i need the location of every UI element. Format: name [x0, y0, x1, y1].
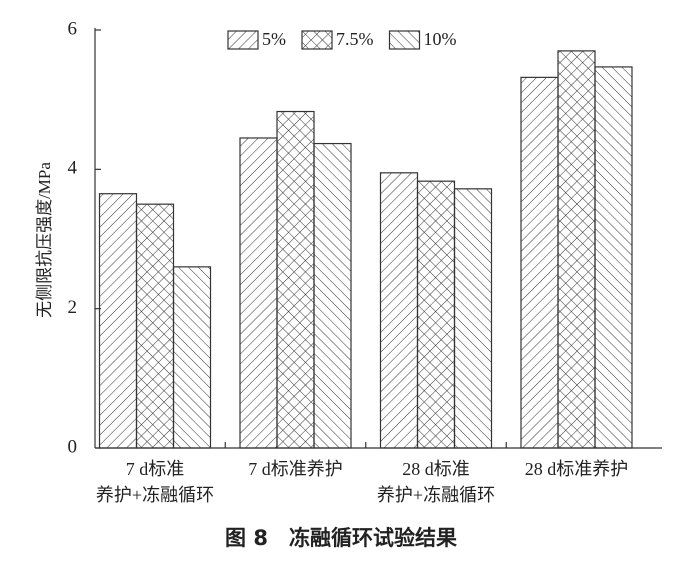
legend-swatch	[301, 30, 333, 50]
bar	[594, 66, 633, 449]
x-tick-label: 7 d标准 养护+冻融循环	[95, 459, 215, 505]
y-tick-label: 0	[68, 436, 78, 457]
bar	[520, 76, 559, 449]
legend-label: 10%	[424, 29, 457, 49]
bar	[239, 137, 278, 449]
bar	[313, 142, 352, 449]
legend-label: 7.5%	[336, 29, 374, 49]
legend-label: 5%	[262, 29, 286, 49]
x-tick-label: 28 d标准 养护+冻融循环	[376, 459, 496, 505]
y-axis-label: 无侧限抗压强度/MPa	[35, 162, 54, 318]
bar	[416, 180, 456, 449]
caption: 图 8 冻融循环试验结果	[225, 526, 457, 550]
y-tick-label: 4	[68, 158, 78, 179]
bar	[172, 266, 212, 449]
legend-swatch	[227, 30, 259, 50]
bar	[135, 203, 175, 449]
x-tick-label: 28 d标准养护	[524, 459, 629, 479]
bar	[379, 172, 419, 449]
y-tick-label: 2	[68, 297, 78, 318]
bar	[557, 50, 596, 449]
legend-swatch	[388, 30, 421, 50]
bar	[98, 193, 138, 449]
y-tick-label: 6	[68, 18, 78, 39]
x-tick-label: 7 d标准养护	[248, 459, 343, 479]
bar	[453, 188, 493, 449]
bar	[276, 110, 315, 449]
